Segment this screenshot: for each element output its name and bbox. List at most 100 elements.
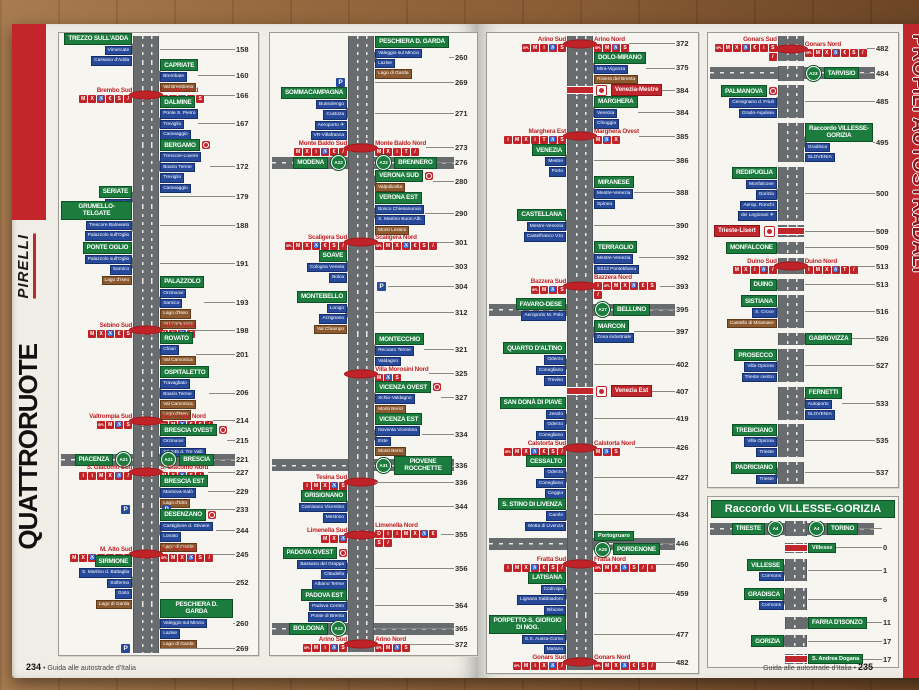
road-segment bbox=[130, 560, 160, 604]
right-zone: Villa Morosini Nord M ♿ S bbox=[374, 366, 454, 382]
right-zone: A27 BELLUNO bbox=[593, 302, 675, 318]
exit-ramp bbox=[368, 175, 378, 188]
exit-row: PADOVA EST Padova Centro Ponte di Brenta 36… bbox=[272, 589, 476, 622]
disabled-icon: ♿ bbox=[549, 136, 558, 145]
road-segment bbox=[344, 139, 379, 156]
exit-destination-label: Mestre-Venezia bbox=[594, 189, 634, 199]
exit-destination-label: Monfalcone bbox=[745, 179, 777, 190]
exit-label-stack: PADOVA OVEST Bassano del Grappa Cittadella… bbox=[282, 546, 348, 590]
exit-row: S. STINO DI LIVENZA Caorle Motta di Livenz… bbox=[489, 498, 697, 531]
right-zone: S. Andrea Dogana bbox=[807, 654, 882, 664]
junction-group: A22 BRENNERO bbox=[375, 155, 437, 171]
exit-ramp bbox=[153, 348, 163, 361]
right-zone: CAPRIATE Brembate Val Brembana bbox=[159, 59, 235, 92]
road-segment bbox=[563, 36, 598, 52]
exit-ramp bbox=[782, 564, 791, 577]
exit-row: QUARTO D'ALTINO Oderzo Conegliano Treviso 40… bbox=[489, 342, 697, 386]
profili-title: PROFILI AUTOSTRADALI bbox=[908, 34, 919, 274]
right-zone bbox=[804, 363, 875, 369]
km-number: 427 bbox=[676, 472, 689, 482]
toll-dot bbox=[424, 171, 433, 180]
road-segment bbox=[344, 234, 379, 251]
exit-destination-label: Conegliano bbox=[535, 430, 567, 441]
pen-icon: / bbox=[339, 147, 348, 156]
barrier-label-group: Villesse bbox=[808, 542, 837, 553]
exit-label-stack: VENEZIA Mestre Porto bbox=[532, 144, 567, 177]
toll-dot-ring bbox=[340, 549, 347, 556]
road-segment bbox=[344, 636, 379, 652]
motel-icon: M bbox=[594, 447, 603, 456]
exit-name-box: VICENZA EST bbox=[375, 413, 423, 426]
km-leader-line bbox=[808, 640, 882, 642]
road-segment bbox=[133, 453, 160, 466]
left-zone: P bbox=[272, 78, 348, 88]
exit-destination-label: Autoporto bbox=[804, 399, 832, 410]
right-zone bbox=[159, 646, 235, 652]
exit-destination-label: Zona industriale bbox=[594, 333, 635, 343]
road-segment bbox=[133, 427, 163, 454]
km-leader-line bbox=[160, 648, 235, 650]
exit-destination-label: Caravaggio bbox=[160, 130, 191, 140]
right-zone: M. Alto Nord GPL M X ♿ S / bbox=[159, 546, 235, 563]
exit-destination-label: Bolca bbox=[329, 273, 348, 283]
km-number: 327 bbox=[455, 393, 468, 403]
road-segment bbox=[777, 386, 807, 420]
right-zone bbox=[593, 474, 675, 480]
exit-row: GRUMELLO-TELGATE Trescore Balneario Palazz… bbox=[61, 200, 257, 252]
shop-icon: S bbox=[402, 644, 411, 653]
km-number: 260 bbox=[455, 52, 468, 62]
right-zone bbox=[374, 309, 454, 315]
exit-ramp bbox=[564, 219, 574, 232]
exit-ramp bbox=[130, 190, 140, 203]
road-segment bbox=[566, 84, 595, 97]
exit-destination-label: Treviso bbox=[544, 376, 567, 386]
toll-gate-icon bbox=[596, 385, 608, 397]
toll-barrier-label: Venezia Est bbox=[611, 385, 653, 398]
service-area-name: Fratta Nord bbox=[594, 556, 626, 564]
road-segment bbox=[133, 280, 163, 324]
exit-label-stack: BRESCIA EST Mantova-Salò Lago d'Idro bbox=[160, 475, 209, 509]
exit-destination-label: Grado-Aquileia bbox=[738, 108, 777, 118]
exit-name-box: GRISIGNANO bbox=[300, 489, 348, 502]
exit-destination-label: Bosco Chiesanuova bbox=[375, 204, 424, 215]
exit-row: PALAZZOLO Orzinuovi Sarnico Lago d'Iseo Val … bbox=[61, 275, 257, 330]
service-area-name: Villa Morosini Nord bbox=[375, 365, 429, 373]
left-zone: Fratta Sud i M X ♿ € S / bbox=[489, 556, 567, 573]
exit-name-box: REDIPUGLIA bbox=[731, 166, 777, 179]
exit-ramp bbox=[345, 500, 355, 513]
exit-label-stack: BERGAMO Trescore-Lovere Boario Terme Trevig… bbox=[160, 139, 210, 194]
service-area-name: Marghera Ovest bbox=[594, 128, 639, 136]
exit-destination-label: Trieste bbox=[756, 474, 777, 484]
km-number: 384 bbox=[676, 107, 689, 117]
exit-ramp bbox=[130, 576, 140, 589]
road-segment bbox=[567, 320, 597, 343]
service-area-block: Marghera Ovest M ♿ X bbox=[594, 128, 639, 145]
junction-name-box: MODENA bbox=[293, 156, 329, 169]
restaurant-icon: X bbox=[621, 281, 630, 290]
exit-label-stack: DUINO bbox=[749, 278, 777, 291]
left-zone bbox=[272, 432, 348, 438]
left-zone: TREZZO SULL'ADDA Vimercate Cassano d'Adda bbox=[61, 33, 133, 66]
exit-ramp bbox=[564, 154, 574, 167]
road-segment bbox=[564, 342, 594, 386]
exit-row: VILLESSE Cormons 1 bbox=[710, 559, 896, 582]
left-zone: Calstorta Sud GPL M X ♿ € S / bbox=[489, 440, 567, 456]
km-leader-line bbox=[866, 622, 882, 624]
km-leader-line bbox=[410, 643, 454, 645]
left-zone: DUINO bbox=[710, 278, 778, 291]
exit-ramp bbox=[153, 386, 163, 399]
exit-destination-label: Caravaggio bbox=[160, 183, 191, 194]
motel-icon: M bbox=[169, 554, 178, 563]
service-icons-row: i M X ♿ T / bbox=[804, 266, 858, 275]
km-number: 419 bbox=[676, 414, 689, 424]
right-zone: Venezia Est bbox=[593, 385, 675, 398]
service-area-name: Sebino Sud bbox=[99, 322, 133, 330]
km-number: 160 bbox=[235, 71, 249, 81]
right-zone: P bbox=[374, 282, 454, 292]
shop-icon: S bbox=[420, 242, 429, 251]
service-area-block: Brembo Sud M X ♿ € S / bbox=[79, 87, 132, 104]
pen-icon: / bbox=[594, 290, 603, 299]
service-area-block: M. Alto Nord GPL M X ♿ S / bbox=[160, 546, 214, 563]
road-segment bbox=[777, 332, 807, 345]
